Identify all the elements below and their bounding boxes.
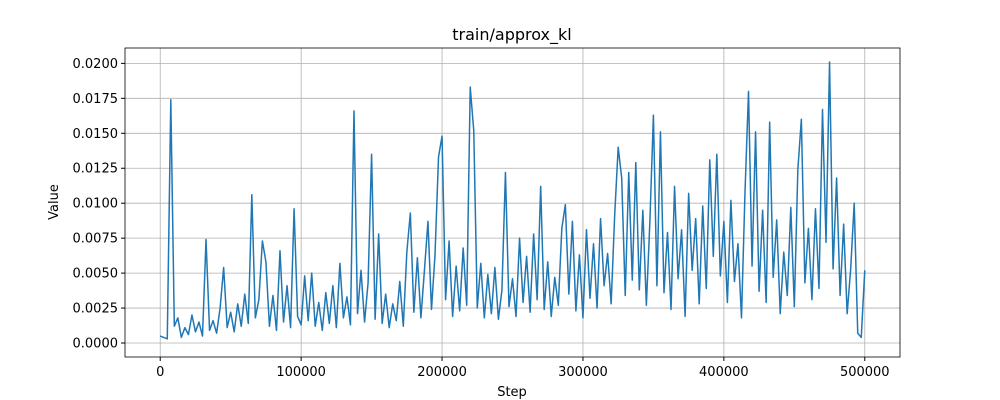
y-tick-label: 0.0100	[73, 197, 119, 212]
y-tick-label: 0.0175	[73, 92, 119, 107]
x-tick-label: 500000	[840, 365, 890, 380]
data-line	[159, 61, 866, 340]
y-tick-label: 0.0025	[73, 302, 119, 317]
x-tick-label: 200000	[417, 365, 467, 380]
x-tick-label: 400000	[699, 365, 749, 380]
y-tick-label: 0.0075	[73, 232, 119, 247]
y-tick-label: 0.0200	[73, 57, 119, 72]
x-tick-label: 300000	[558, 365, 608, 380]
plot-frame	[124, 47, 901, 358]
y-axis-label: Value	[47, 184, 62, 220]
y-tick-label: 0.0000	[73, 337, 119, 352]
chart-title: train/approx_kl	[452, 25, 571, 45]
y-tick-label: 0.0125	[73, 162, 119, 177]
x-tick-label: 0	[156, 365, 164, 380]
y-tick-label: 0.0050	[73, 267, 119, 282]
y-tick-label: 0.0150	[73, 127, 119, 142]
x-tick-label: 100000	[276, 365, 326, 380]
x-axis-label: Step	[497, 385, 527, 400]
